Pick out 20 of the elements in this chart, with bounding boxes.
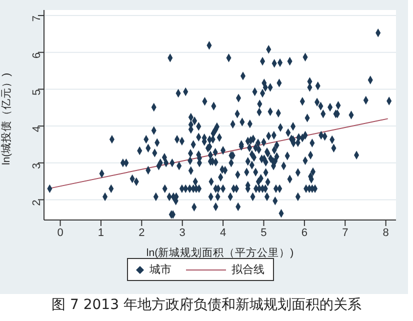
x-tick-label: 1: [98, 226, 104, 239]
text: 图 7 2013 年地方政府负债和新城规划面积的关系: [50, 296, 362, 314]
x-tick-label: 6: [301, 226, 308, 239]
y-axis-title: ln(城投债（亿元）): [0, 72, 13, 165]
y-tick-label: 2: [30, 200, 43, 206]
x-tick-label: 0: [57, 226, 64, 239]
x-tick-label: 4: [220, 226, 226, 239]
y-tick-label: 5: [30, 89, 43, 96]
y-tick-label: 4: [30, 126, 43, 132]
x-axis-title: ln(新城规划面积（平方公里）): [146, 246, 294, 259]
x-tick-label: 8: [382, 226, 389, 239]
y-tick-label: 6: [30, 52, 43, 58]
x-tick-label: 3: [179, 226, 186, 239]
x-tick-label: 7: [342, 226, 348, 239]
y-tick-label: 7: [30, 16, 43, 22]
legend-label: 城市: [148, 262, 172, 277]
y-tick-label: 3: [30, 162, 43, 170]
x-tick-label: 2: [138, 226, 145, 239]
x-tick-label: 5: [260, 226, 267, 239]
legend-label: 拟合线: [230, 262, 264, 277]
